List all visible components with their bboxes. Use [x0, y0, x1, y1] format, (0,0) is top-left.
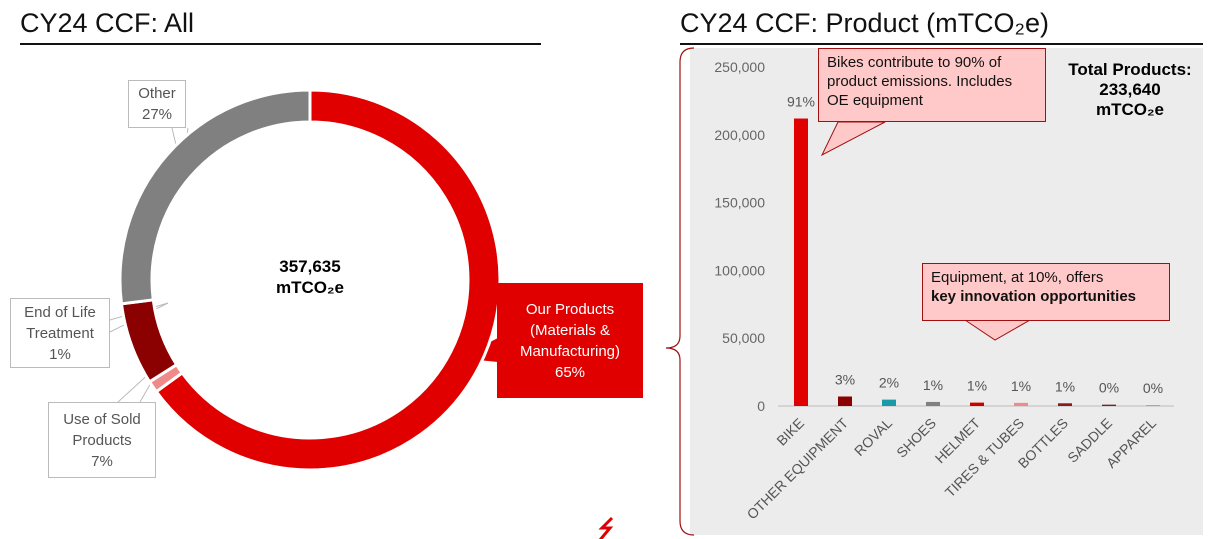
value-label: 1% [923, 377, 943, 393]
y-tick-label: 200,000 [714, 127, 765, 143]
total-value: 233,640 [1099, 80, 1161, 99]
value-label: 0% [1143, 380, 1163, 396]
value-label: 2% [879, 375, 899, 391]
y-tick-label: 250,000 [714, 59, 765, 75]
bracket [665, 47, 695, 536]
value-label: 27% [141, 106, 173, 123]
bar [1102, 404, 1116, 406]
bar [926, 401, 940, 406]
callout-text: Equipment, at 10%, offers [931, 269, 1104, 286]
center-unit: mTCO₂e [275, 278, 344, 297]
segment-label: Use of Sold Products 7% [48, 402, 156, 478]
segment-label: End of Life Treatment 1% [10, 298, 110, 368]
logo [598, 516, 614, 539]
value-label: 0% [1099, 380, 1119, 396]
callout: Equipment, at 10%, offers key innovation … [922, 263, 1170, 321]
y-tick-label: 50,000 [722, 330, 765, 346]
bar [1146, 405, 1160, 406]
value-label: 1% [1011, 378, 1031, 394]
category-label: End of Life Treatment [24, 303, 96, 342]
chart-title: CY24 CCF: All [20, 8, 195, 38]
center-total: 357,635 [279, 257, 341, 276]
chart-title: CY24 CCF: Product (mTCO₂e) [680, 8, 1050, 38]
total-caption: Total Products: [1068, 60, 1192, 79]
value-label: 65% [554, 363, 586, 381]
value-label: 1% [1055, 378, 1075, 394]
total-unit: mTCO₂e [1095, 100, 1164, 119]
donut-segment [154, 88, 502, 472]
bar [1014, 402, 1028, 406]
value-label: 3% [835, 372, 855, 388]
category-label: Our Products (Materials & Manufacturing) [519, 300, 621, 360]
bar [882, 399, 896, 406]
bar [1058, 403, 1072, 406]
donut-segment [119, 298, 179, 384]
category-label: Other [138, 85, 176, 102]
callout-pointer [820, 121, 886, 157]
segment-label: Our Products (Materials & Manufacturing)… [497, 283, 643, 398]
value-label: 7% [91, 452, 113, 470]
donut-segment [118, 88, 312, 306]
value-label: 91% [787, 94, 815, 110]
callout-emphasis: key innovation opportunities [931, 288, 1137, 305]
segment-label: Other 27% [128, 80, 186, 128]
value-label: 1% [49, 345, 71, 363]
value-label: 1% [967, 378, 987, 394]
bar [794, 118, 808, 406]
bar [838, 396, 852, 406]
bar [970, 402, 984, 406]
center-label: 357,635 mTCO₂e [250, 256, 370, 298]
y-tick-label: 150,000 [714, 195, 765, 211]
y-tick-label: 100,000 [714, 262, 765, 278]
callout: Bikes contribute to 90% of product emiss… [818, 48, 1046, 122]
category-label: Use of Sold Products [63, 410, 141, 449]
y-tick-label: 0 [757, 398, 765, 414]
total-label: Total Products: 233,640 mTCO₂e [1050, 60, 1208, 120]
